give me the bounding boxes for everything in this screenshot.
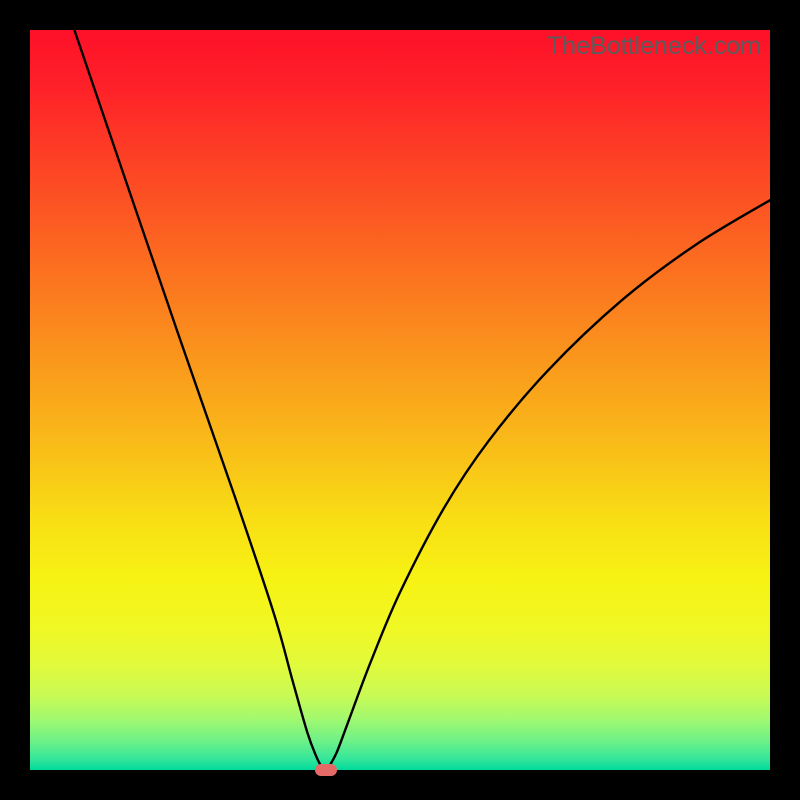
min-point-marker: [315, 764, 337, 776]
chart-frame: TheBottleneck.com: [0, 0, 800, 800]
bottleneck-curve: [30, 30, 770, 770]
curve-path: [74, 30, 770, 766]
watermark-text: TheBottleneck.com: [547, 32, 761, 61]
plot-area: [30, 30, 770, 770]
